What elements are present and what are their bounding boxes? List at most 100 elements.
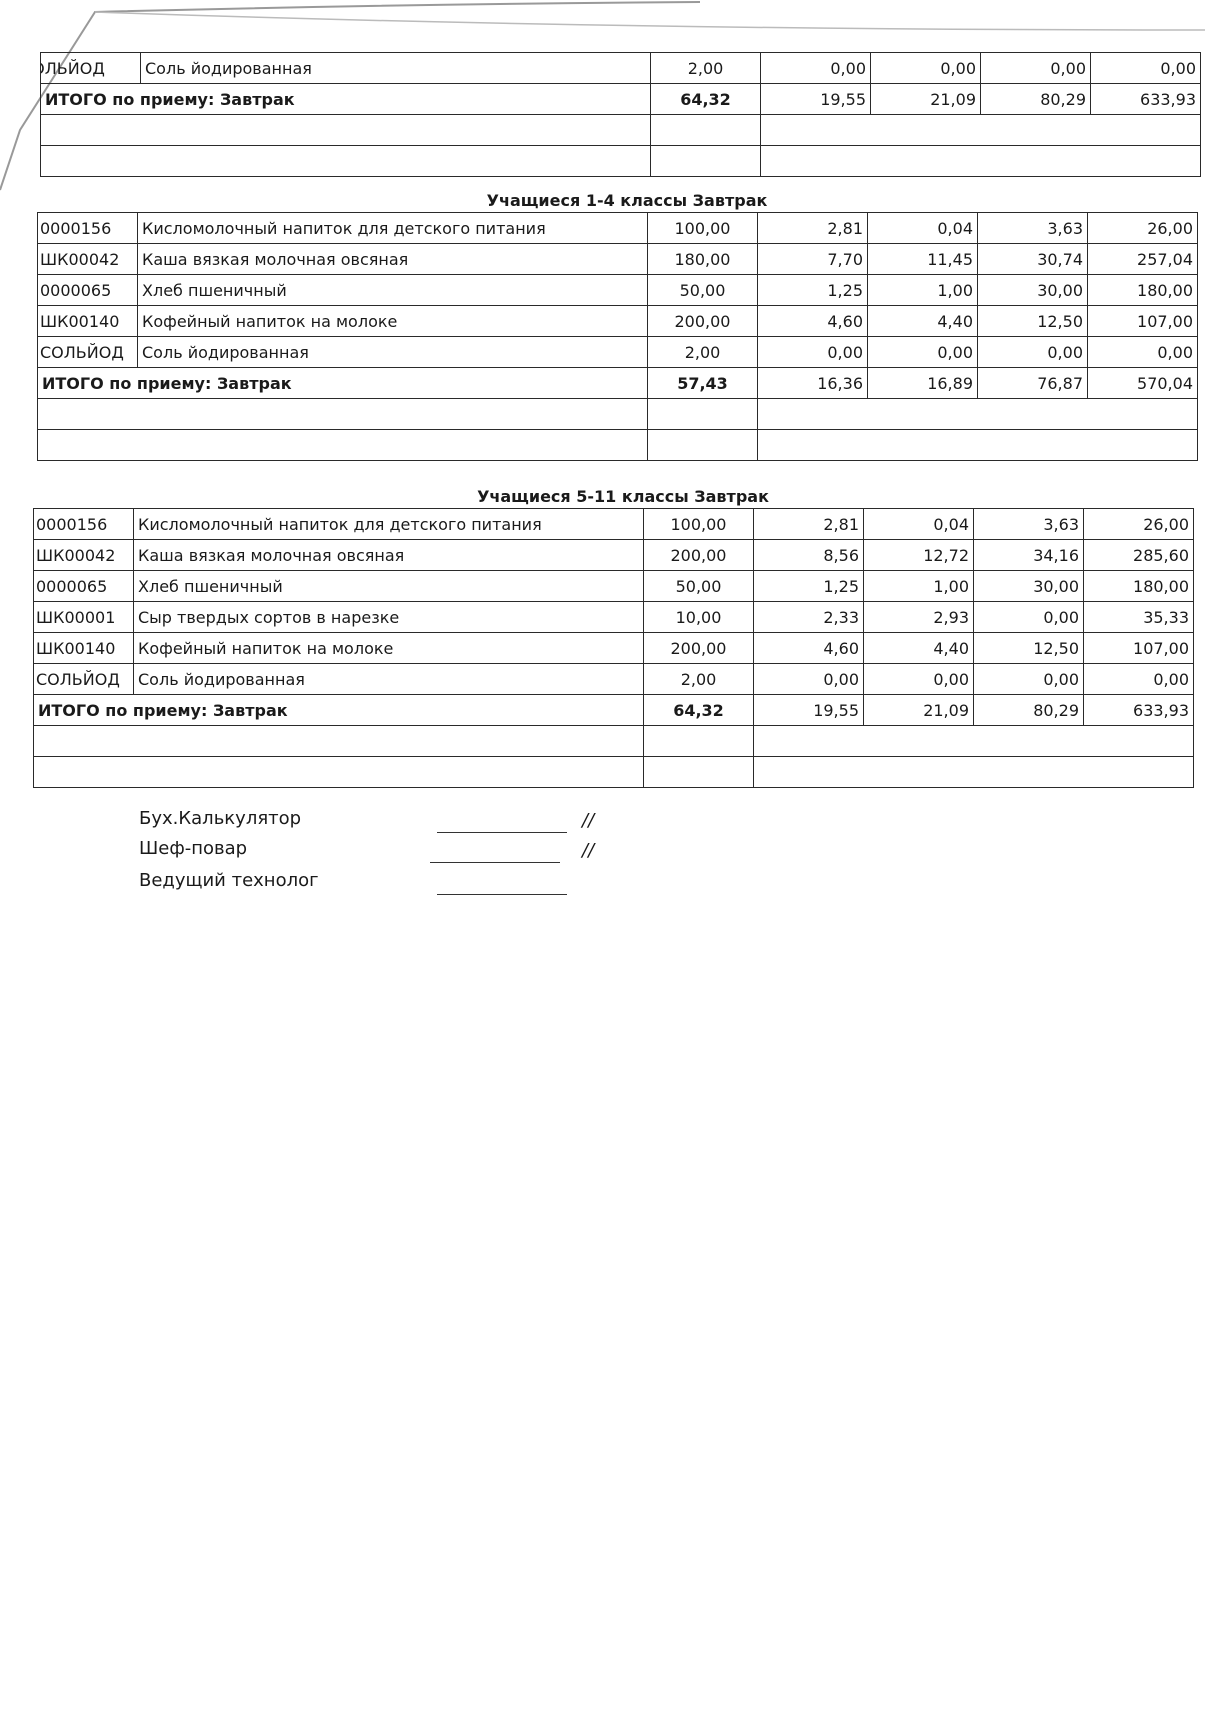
item-name: Каша вязкая молочная овсяная [137, 243, 648, 275]
item-calories: 35,33 [1083, 601, 1194, 633]
signature-line [430, 862, 560, 863]
item-quantity: 100,00 [647, 212, 758, 244]
total-calories: 633,93 [1090, 83, 1201, 115]
empty-row [40, 114, 1201, 146]
item-carbs: 3,63 [973, 508, 1084, 540]
item-name: Соль йодированная [137, 336, 648, 368]
empty-row [33, 756, 1194, 788]
item-calories: 0,00 [1090, 52, 1201, 84]
total-fat: 21,09 [863, 694, 974, 726]
item-name: Хлеб пшеничный [133, 570, 644, 602]
menu-table: 0000156 Кисломолочный напиток для детског… [33, 508, 1194, 788]
item-carbs: 12,50 [973, 632, 1084, 664]
item-protein: 7,70 [757, 243, 868, 275]
total-row: ИТОГО по приему: Завтрак 64,32 19,55 21,09 8… [40, 83, 1201, 115]
item-quantity: 2,00 [647, 336, 758, 368]
item-calories: 0,00 [1083, 663, 1194, 695]
item-code: ШК00042 [33, 539, 134, 571]
item-carbs: 0,00 [977, 336, 1088, 368]
empty-cell [753, 725, 1194, 757]
signature-role: Ведущий технолог [139, 870, 319, 891]
item-protein: 2,81 [757, 212, 868, 244]
empty-cell [37, 429, 648, 461]
item-fat: 0,04 [867, 212, 978, 244]
empty-cell [650, 145, 761, 177]
item-protein: 1,25 [757, 274, 868, 306]
item-carbs: 30,00 [977, 274, 1088, 306]
empty-row [37, 429, 1198, 461]
item-fat: 1,00 [867, 274, 978, 306]
signature-mark: // [582, 840, 595, 861]
item-code: 0000065 [37, 274, 138, 306]
item-name: Соль йодированная [133, 663, 644, 695]
item-quantity: 10,00 [643, 601, 754, 633]
total-fat: 16,89 [867, 367, 978, 399]
item-name: Кофейный напиток на молоке [133, 632, 644, 664]
total-protein: 16,36 [757, 367, 868, 399]
section-title: Учащиеся 1-4 классы Завтрак [486, 191, 768, 210]
empty-row [37, 398, 1198, 430]
item-calories: 107,00 [1087, 305, 1198, 337]
total-protein: 19,55 [753, 694, 864, 726]
signature-mark: // [582, 810, 595, 831]
empty-cell [40, 114, 651, 146]
table-row: ШК00042 Каша вязкая молочная овсяная 180,0… [37, 243, 1198, 275]
item-carbs: 12,50 [977, 305, 1088, 337]
item-fat: 12,72 [863, 539, 974, 571]
item-name: Сыр твердых сортов в нарезке [133, 601, 644, 633]
total-fat: 21,09 [870, 83, 981, 115]
total-carbs: 76,87 [977, 367, 1088, 399]
item-code: 0000156 [37, 212, 138, 244]
item-quantity: 200,00 [647, 305, 758, 337]
item-fat: 2,93 [863, 601, 974, 633]
item-protein: 0,00 [760, 52, 871, 84]
item-quantity: 50,00 [643, 570, 754, 602]
total-row: ИТОГО по приему: Завтрак 64,32 19,55 21,09 8… [33, 694, 1194, 726]
item-code: ШК00140 [33, 632, 134, 664]
table-row: 0000065 Хлеб пшеничный 50,00 1,25 1,00 30,00 1… [37, 274, 1198, 306]
empty-cell [650, 114, 761, 146]
total-quantity: 57,43 [647, 367, 758, 399]
total-label: ИТОГО по приему: Завтрак [37, 367, 648, 399]
total-protein: 19,55 [760, 83, 871, 115]
item-calories: 285,60 [1083, 539, 1194, 571]
table-row: 0000156 Кисломолочный напиток для детског… [37, 212, 1198, 244]
total-label: ИТОГО по приему: Завтрак [33, 694, 644, 726]
menu-table: 0000156 Кисломолочный напиток для детског… [37, 212, 1198, 461]
empty-cell [760, 145, 1201, 177]
item-code: ШК00001 [33, 601, 134, 633]
item-quantity: 2,00 [650, 52, 761, 84]
empty-row [40, 145, 1201, 177]
total-calories: 570,04 [1087, 367, 1198, 399]
item-protein: 4,60 [753, 632, 864, 664]
item-carbs: 30,74 [977, 243, 1088, 275]
item-carbs: 0,00 [973, 601, 1084, 633]
item-protein: 2,33 [753, 601, 864, 633]
item-code: 0000156 [33, 508, 134, 540]
total-quantity: 64,32 [650, 83, 761, 115]
empty-cell [760, 114, 1201, 146]
total-carbs: 80,29 [973, 694, 1084, 726]
item-name: Каша вязкая молочная овсяная [133, 539, 644, 571]
total-calories: 633,93 [1083, 694, 1194, 726]
empty-cell [647, 398, 758, 430]
item-fat: 11,45 [867, 243, 978, 275]
item-fat: 4,40 [863, 632, 974, 664]
table-row: ШК00140 Кофейный напиток на молоке 200,00 4… [33, 632, 1194, 664]
item-fat: 4,40 [867, 305, 978, 337]
item-protein: 4,60 [757, 305, 868, 337]
item-calories: 180,00 [1083, 570, 1194, 602]
total-row: ИТОГО по приему: Завтрак 57,43 16,36 16,89 7… [37, 367, 1198, 399]
item-calories: 180,00 [1087, 274, 1198, 306]
item-fat: 0,00 [863, 663, 974, 695]
empty-cell [643, 756, 754, 788]
item-protein: 0,00 [753, 663, 864, 695]
item-protein: 0,00 [757, 336, 868, 368]
empty-row [33, 725, 1194, 757]
section-title: Учащиеся 5-11 классы Завтрак [477, 487, 769, 506]
item-calories: 107,00 [1083, 632, 1194, 664]
empty-cell [40, 145, 651, 177]
total-quantity: 64,32 [643, 694, 754, 726]
